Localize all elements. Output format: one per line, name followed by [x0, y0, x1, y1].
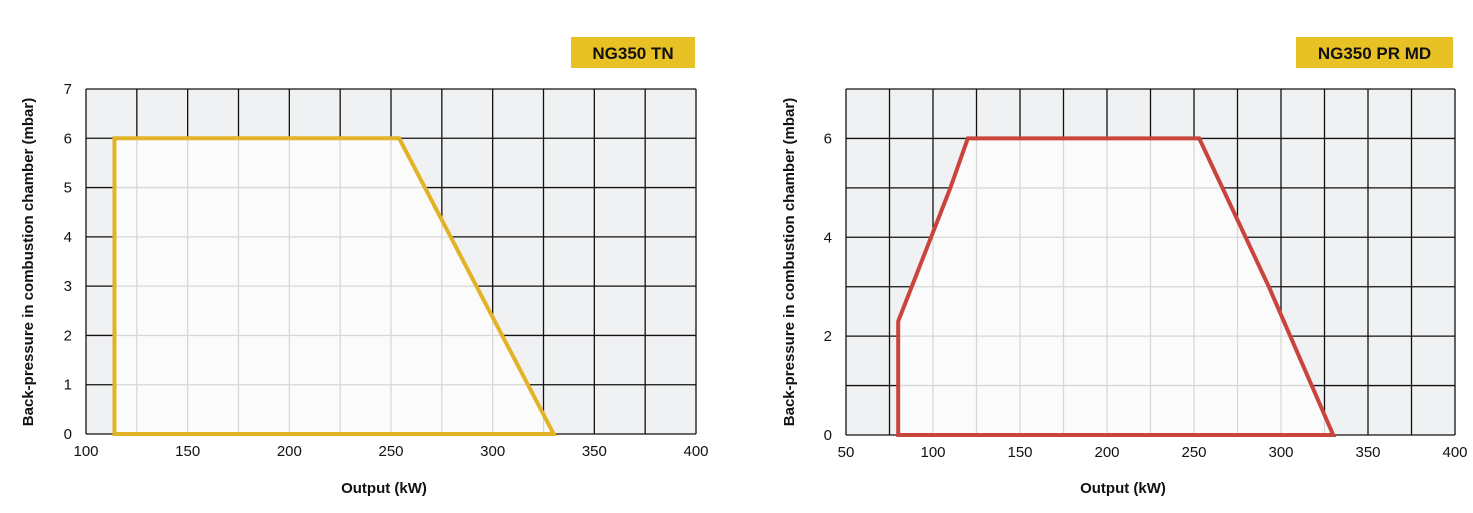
x-tick-label: 200 [277, 443, 302, 460]
chart-title: NG350 PR MD [1318, 44, 1431, 63]
x-tick-label: 300 [480, 443, 505, 460]
x-tick-label: 100 [73, 443, 98, 460]
x-tick-label: 250 [378, 443, 403, 460]
y-axis-label: Back-pressure in combustion chamber (mba… [781, 98, 798, 426]
operating-area-outline [896, 136, 1337, 437]
chart-2: 50 100 150 200 250 300 350 400 0 2 4 6 Output (kW) Ba… [781, 37, 1468, 497]
x-tick-label: 350 [582, 443, 607, 460]
chart-title: NG350 TN [592, 44, 673, 63]
x-axis-label: Output (kW) [341, 480, 427, 497]
x-tick-labels: 50 100 150 200 250 300 350 400 [838, 444, 1468, 461]
y-axis-label: Back-pressure in combustion chamber (mba… [20, 98, 37, 426]
y-tick-label: 1 [64, 377, 72, 394]
y-tick-labels: 0 2 4 6 [824, 130, 832, 444]
title-badge [571, 37, 695, 68]
y-tick-label: 3 [64, 278, 72, 295]
y-tick-labels: 0 1 2 3 4 5 6 7 [64, 81, 72, 443]
x-tick-label: 200 [1094, 444, 1119, 461]
y-tick-label: 4 [64, 229, 72, 246]
y-tick-label: 2 [64, 327, 72, 344]
operating-area-veil [114, 138, 554, 435]
y-tick-label: 6 [64, 130, 72, 147]
operating-area-outline [112, 136, 557, 436]
chart-1: 100 150 200 250 300 350 400 0 1 2 3 4 5 6 7 Output (kW)… [20, 37, 709, 497]
y-tick-label: 6 [824, 130, 832, 147]
title-badge [1296, 37, 1453, 68]
y-tick-label: 4 [824, 229, 832, 246]
x-tick-label: 300 [1268, 444, 1293, 461]
x-tick-label: 100 [920, 444, 945, 461]
x-axis-label: Output (kW) [1080, 480, 1166, 497]
x-tick-label: 50 [838, 444, 855, 461]
x-tick-label: 400 [1442, 444, 1467, 461]
x-tick-label: 250 [1181, 444, 1206, 461]
y-tick-label: 0 [64, 426, 72, 443]
x-tick-label: 350 [1355, 444, 1380, 461]
x-tick-label: 150 [1007, 444, 1032, 461]
x-tick-label: 400 [683, 443, 708, 460]
operating-area-veil [898, 138, 1334, 435]
x-tick-label: 150 [175, 443, 200, 460]
y-tick-label: 5 [64, 180, 72, 197]
x-tick-labels: 100 150 200 250 300 350 400 [73, 443, 708, 460]
y-tick-label: 7 [64, 81, 72, 98]
y-tick-label: 2 [824, 328, 832, 345]
y-tick-label: 0 [824, 427, 832, 444]
